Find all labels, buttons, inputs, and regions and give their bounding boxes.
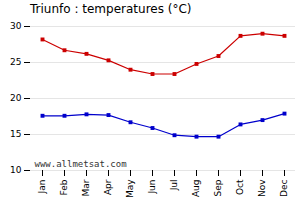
- svg-text:10: 10: [10, 165, 22, 175]
- svg-text:Mar: Mar: [81, 179, 91, 196]
- svg-text:May: May: [125, 179, 135, 198]
- svg-text:Sep: Sep: [213, 179, 223, 196]
- svg-text:25: 25: [10, 57, 21, 67]
- svg-text:Dec: Dec: [279, 179, 289, 196]
- svg-text:Aug: Aug: [191, 180, 201, 198]
- svg-text:Jan: Jan: [37, 180, 47, 195]
- svg-text:15: 15: [10, 129, 21, 139]
- svg-text:www.allmetsat.com: www.allmetsat.com: [35, 159, 127, 169]
- svg-text:30: 30: [10, 21, 22, 31]
- html-text:Triunfo : temperatures (°C): Triunfo : temperatures (°C): [30, 2, 192, 16]
- svg-text:Nov: Nov: [257, 179, 267, 197]
- svg-text:Jun: Jun: [147, 180, 157, 195]
- svg-text:Feb: Feb: [59, 179, 69, 195]
- svg-text:20: 20: [10, 93, 22, 103]
- svg-text:Apr: Apr: [103, 179, 113, 195]
- svg-text:Oct: Oct: [235, 179, 245, 195]
- svg-text:Jul: Jul: [169, 180, 179, 192]
